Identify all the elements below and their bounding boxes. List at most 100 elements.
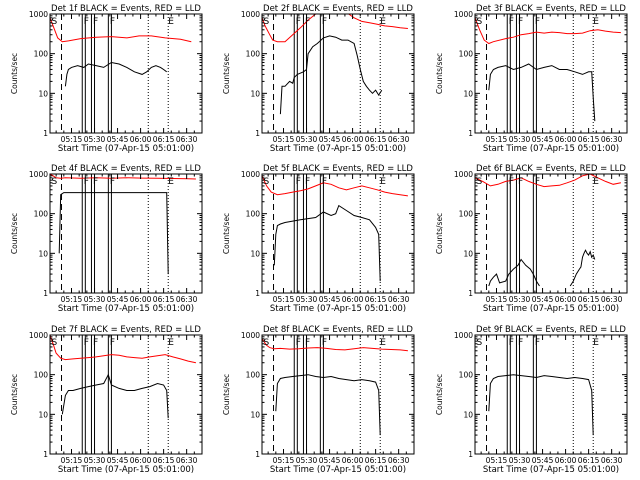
y-tick-label: 10 [463,249,473,258]
x-tick-label: 05:45 [532,135,554,144]
flare-label: F [110,177,115,187]
x-axis-label: Start Time (07-Apr-15 05:01:00) [483,465,619,475]
x-tick-label: 05:45 [532,295,554,304]
y-tick-label: 100 [34,371,49,380]
x-axis-label: Start Time (07-Apr-15 05:01:00) [483,304,619,314]
y-axis-label: Counts/sec [10,213,19,254]
plot-area [50,14,192,133]
y-tick-label: 1 [43,129,48,138]
lld-series-line [262,338,408,352]
y-tick-label: 1000 [29,170,48,179]
flare-label: F [110,17,115,27]
start-label: S [52,17,58,27]
x-tick-label: 05:45 [107,135,129,144]
flare-label: F [296,177,301,187]
y-tick-label: 10 [250,89,260,98]
x-tick-label: 06:15 [365,295,387,304]
events-series-line [488,374,594,436]
x-tick-label: 06:30 [176,456,198,465]
x-tick-label: 05:30 [296,135,318,144]
x-tick-label: 05:45 [319,456,341,465]
x-tick-label: 06:15 [578,135,600,144]
events-series-line [488,63,596,122]
flare-label: F [509,177,514,187]
x-tick-label: 06:15 [365,456,387,465]
y-tick-label: 10 [38,89,48,98]
panel-title: Det 8f BLACK = Events, RED = LLD [263,325,413,335]
flare-label: F [322,17,327,27]
start-label: S [264,17,270,27]
y-tick-label: 1 [255,450,260,459]
x-tick-label: 06:00 [555,295,577,304]
y-tick-label: 1 [255,289,260,298]
flare-label: F [93,17,98,27]
end-label: E [168,338,174,348]
lld-series-line [475,17,621,45]
plot-frame [261,334,415,455]
flare-label: F [84,17,89,27]
x-tick-label: 05:15 [273,456,295,465]
x-tick-label: 06:30 [176,135,198,144]
events-series-line [279,35,383,115]
x-tick-label: 06:15 [153,456,175,465]
lld-series-line [50,17,192,43]
y-tick-label: 1 [468,289,473,298]
events-series-line [273,204,381,282]
plot-frame [49,173,203,294]
flare-label: F [93,177,98,187]
plot-area [50,174,196,293]
y-tick-label: 1000 [29,331,48,340]
start-label: S [264,177,270,187]
flare-label: F [296,338,301,348]
x-tick-label: 06:15 [578,456,600,465]
y-tick-label: 1000 [29,10,48,19]
events-series-line [58,192,169,275]
y-axis-label: Counts/sec [435,53,444,94]
plot-area [262,174,408,293]
flare-label: F [305,177,310,187]
plot-frame [474,334,628,455]
start-label: S [477,338,483,348]
x-tick-label: 05:30 [509,135,531,144]
x-tick-label: 06:30 [601,135,623,144]
flare-label: F [296,17,301,27]
end-label: E [593,17,599,27]
x-tick-label: 06:30 [601,295,623,304]
y-tick-label: 10 [463,410,473,419]
panel-title: Det 9f BLACK = Events, RED = LLD [476,325,626,335]
events-series-line [275,374,381,436]
y-tick-label: 1000 [241,331,260,340]
x-tick-label: 06:30 [388,295,410,304]
start-label: S [477,17,483,27]
y-tick-label: 100 [246,210,261,219]
y-tick-label: 1 [468,129,473,138]
x-tick-label: 05:30 [509,456,531,465]
y-tick-label: 100 [34,210,49,219]
y-tick-label: 10 [250,249,260,258]
x-tick-label: 06:00 [555,456,577,465]
end-label: E [593,177,599,187]
plot-frame [474,173,628,294]
flare-label: F [305,17,310,27]
lld-series-line [50,335,197,364]
x-tick-label: 06:00 [130,135,152,144]
plot-area [262,335,408,454]
x-tick-label: 05:30 [84,295,106,304]
flare-label: F [518,17,523,27]
events-series-line [61,373,169,419]
plot-area [486,335,594,454]
x-axis-label: Start Time (07-Apr-15 05:01:00) [58,144,194,154]
x-tick-label: 06:30 [601,456,623,465]
start-label: S [264,338,270,348]
x-tick-label: 06:15 [578,295,600,304]
panel-title: Det 4f BLACK = Events, RED = LLD [51,164,201,174]
flare-label: F [322,177,327,187]
y-tick-label: 10 [463,89,473,98]
x-tick-label: 06:00 [130,295,152,304]
x-tick-label: 05:30 [84,456,106,465]
